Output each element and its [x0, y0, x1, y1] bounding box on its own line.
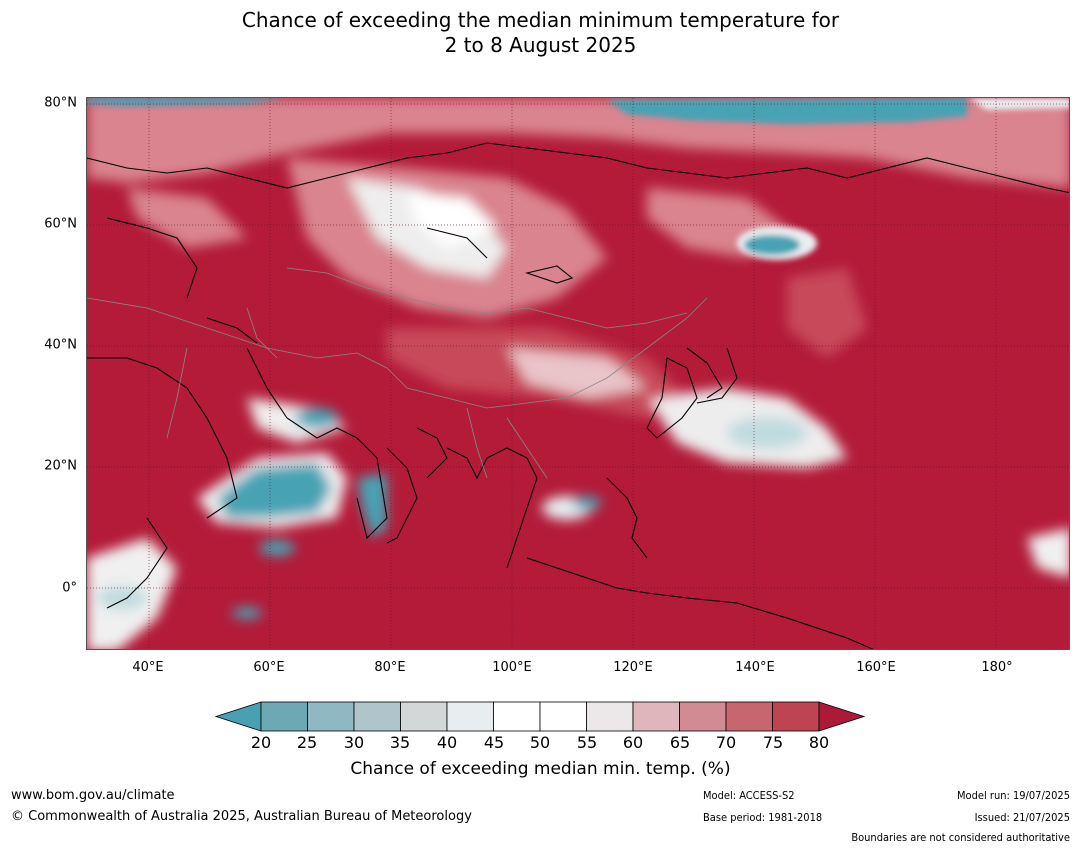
colorbar-tick-65: 65	[669, 733, 691, 752]
graticule	[87, 98, 1069, 649]
colorbar-tick-45: 45	[483, 733, 505, 752]
title-line-1: Chance of exceeding the median minimum t…	[241, 8, 840, 32]
colorbar-extend-low	[214, 701, 262, 732]
coastlines	[87, 142, 1069, 649]
colorbar-tick-70: 70	[715, 733, 737, 752]
lon-label-40e: 40°E	[132, 660, 164, 675]
footer-disclaimer: Boundaries are not considered authoritat…	[851, 831, 1070, 844]
colorbar-tick-35: 35	[389, 733, 411, 752]
colorbar-segment	[772, 701, 820, 732]
country-boundaries	[87, 267, 708, 479]
footer-url[interactable]: www.bom.gov.au/climate	[11, 788, 175, 803]
footer-base-period: Base period: 1981-2018	[703, 811, 823, 824]
lon-label-160e: 160°E	[856, 660, 896, 675]
lon-label-180: 180°	[981, 660, 1013, 675]
pacific-mixed	[542, 388, 847, 520]
arabian-sea-low	[197, 398, 387, 556]
colorbar-tick-20: 20	[250, 733, 272, 752]
colorbar-label: Chance of exceeding median min. temp. (%…	[350, 759, 731, 779]
colorbar-segment	[586, 701, 634, 732]
colorbar-segment	[400, 701, 448, 732]
footer-copyright: © Commonwealth of Australia 2025, Austra…	[11, 809, 472, 824]
colorbar-tick-75: 75	[762, 733, 784, 752]
colorbar-segment	[679, 701, 727, 732]
lon-label-140e: 140°E	[735, 660, 775, 675]
okhotsk-low	[737, 226, 817, 260]
colorbar-segment	[632, 701, 680, 732]
colorbar-segment	[493, 701, 541, 732]
lon-label-80e: 80°E	[374, 660, 406, 675]
colorbar-tick-50: 50	[529, 733, 551, 752]
colorbar-tick-30: 30	[343, 733, 365, 752]
footer-model: Model: ACCESS-S2	[703, 789, 795, 802]
colorbar-segment	[725, 701, 773, 732]
colorbar-tick-40: 40	[436, 733, 458, 752]
title-line-2: 2 to 8 August 2025	[444, 33, 637, 57]
forecast-map	[86, 97, 1070, 650]
lat-label-60n: 60°N	[44, 216, 77, 232]
map-title: Chance of exceeding the median minimum t…	[0, 8, 1081, 58]
lat-label-80n: 80°N	[44, 95, 77, 111]
colorbar-tick-25: 25	[296, 733, 318, 752]
colorbar-segment	[307, 701, 355, 732]
footer-issued: Issued: 21/07/2025	[974, 811, 1070, 824]
lon-label-60e: 60°E	[253, 660, 285, 675]
colorbar	[214, 701, 866, 732]
lon-label-120e: 120°E	[613, 660, 653, 675]
lon-label-100e: 100°E	[492, 660, 532, 675]
lat-label-0: 0°	[62, 580, 77, 596]
colorbar-tick-55: 55	[576, 733, 598, 752]
colorbar-segment	[260, 701, 308, 732]
colorbar-segment	[539, 701, 587, 732]
colorbar-tick-60: 60	[622, 733, 644, 752]
lat-label-20n: 20°N	[44, 458, 77, 474]
lat-label-40n: 40°N	[44, 337, 77, 353]
colorbar-segment	[353, 701, 401, 732]
colorbar-extend-high	[818, 701, 866, 732]
colorbar-tick-80: 80	[808, 733, 830, 752]
colorbar-segment	[446, 701, 494, 732]
footer-model-run: Model run: 19/07/2025	[957, 789, 1070, 802]
colorbar-segments	[214, 701, 866, 732]
map-svg	[87, 98, 1069, 649]
